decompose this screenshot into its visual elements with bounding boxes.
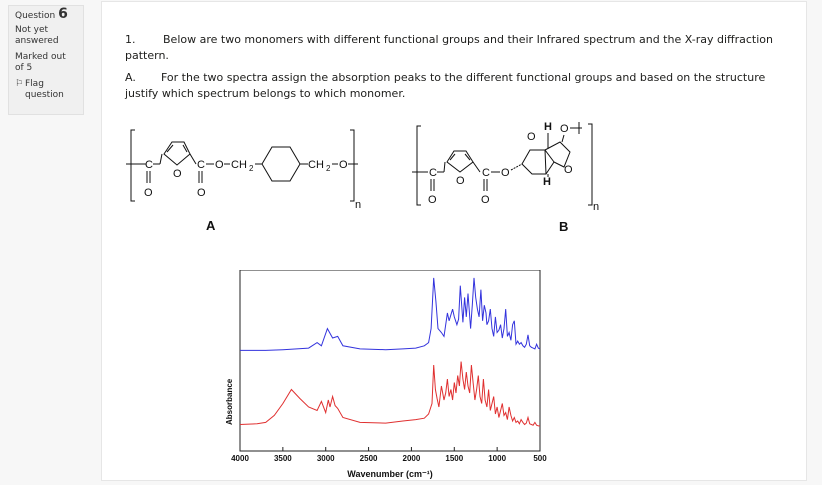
x-tick-label-3000: 3000 bbox=[317, 454, 335, 463]
struct-a-ch2-left: CH bbox=[231, 159, 247, 171]
question-label: Question bbox=[15, 11, 56, 21]
struct-a-ch2-right: CH bbox=[308, 159, 324, 171]
intro-text: Below are two monomers with different fu… bbox=[125, 33, 773, 62]
struct-b-carbon-mid: C bbox=[482, 167, 490, 179]
struct-a-carbonyl-o-left: O bbox=[144, 187, 153, 199]
structure-a: C O O C O O CH 2 CH 2 bbox=[126, 129, 361, 233]
x-tick-label-3500: 3500 bbox=[274, 454, 292, 463]
y-axis-label: Absorbance bbox=[225, 378, 234, 425]
struct-b-n: n bbox=[593, 201, 599, 213]
struct-a-end-o: O bbox=[339, 159, 348, 171]
x-tick-label-1000: 1000 bbox=[488, 454, 506, 463]
struct-b-ring-o-2: O bbox=[564, 164, 573, 176]
intro-number: 1. bbox=[125, 33, 136, 46]
x-tick-label-1500: 1500 bbox=[445, 454, 463, 463]
struct-a-carbon-left: C bbox=[145, 159, 153, 171]
struct-b-carbonyl-o-left: O bbox=[428, 194, 437, 206]
struct-b-o-top: O bbox=[560, 123, 569, 135]
struct-b-ester-o: O bbox=[501, 167, 510, 179]
struct-b-carbonyl-o-mid: O bbox=[481, 194, 490, 206]
part-a-text: For the two spectra assign the absorptio… bbox=[125, 71, 766, 100]
struct-a-ch2-right-subscript: 2 bbox=[326, 164, 331, 173]
struct-b-h-bottom: H bbox=[543, 176, 551, 188]
plot-frame bbox=[239, 269, 541, 452]
struct-a-ester-o: O bbox=[215, 159, 224, 171]
question-number-value: 6 bbox=[58, 6, 68, 22]
struct-b-ring-o-1: O bbox=[527, 131, 536, 143]
question-mark: Marked out of 5 bbox=[15, 52, 66, 73]
part-a-number: A. bbox=[125, 71, 136, 84]
struct-b-furan-o: O bbox=[456, 175, 465, 187]
spectrum-series-1 bbox=[240, 277, 541, 351]
struct-a-carbonyl-o-mid: O bbox=[197, 187, 206, 199]
flag-question-link[interactable]: ⚐ Flag question bbox=[15, 79, 77, 101]
question-part-a: A. For the two spectra assign the absorpt… bbox=[125, 70, 785, 102]
x-tick-label-2000: 2000 bbox=[403, 454, 421, 463]
x-tick-label-500: 500 bbox=[533, 454, 547, 463]
question-content: 1. Below are two monomers with different … bbox=[101, 1, 807, 481]
x-tick-label-2500: 2500 bbox=[360, 454, 378, 463]
x-axis-ticks: 4000 3500 3000 2500 2000 1500 1000 500 bbox=[231, 447, 547, 463]
question-state: Not yet answered bbox=[15, 25, 59, 46]
x-axis-label: Wavenumber (cm⁻¹) bbox=[347, 469, 432, 479]
question-info-panel: Question 6 Not yet answered Marked out o… bbox=[8, 5, 84, 115]
ir-spectrum-svg: 4000 3500 3000 2500 2000 1500 1000 500 Absorban… bbox=[225, 269, 547, 479]
question-number: Question 6 bbox=[15, 6, 77, 22]
struct-a-n: n bbox=[355, 199, 361, 211]
spectrum-series-2 bbox=[239, 361, 540, 427]
struct-a-ch2-left-subscript: 2 bbox=[249, 164, 254, 173]
flag-question-label: Flag question bbox=[25, 79, 64, 100]
question-intro: 1. Below are two monomers with different … bbox=[125, 32, 785, 64]
structure-b-label: B bbox=[559, 219, 568, 234]
structure-a-label: A bbox=[206, 218, 216, 233]
structure-b: C O O C O O O H O bbox=[412, 121, 599, 234]
struct-b-h-top: H bbox=[544, 121, 552, 133]
struct-a-furan-o: O bbox=[173, 168, 182, 180]
struct-b-carbon-left: C bbox=[429, 167, 437, 179]
spectrum-lines bbox=[239, 277, 541, 427]
x-tick-label-4000: 4000 bbox=[231, 454, 249, 463]
ir-spectrum-chart: 4000 3500 3000 2500 2000 1500 1000 500 Absorban… bbox=[222, 269, 552, 481]
flag-icon: ⚐ bbox=[15, 79, 24, 89]
struct-a-carbon-mid: C bbox=[197, 159, 205, 171]
